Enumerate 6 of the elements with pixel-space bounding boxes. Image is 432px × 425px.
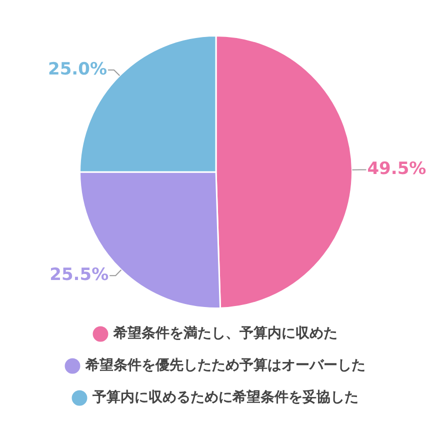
legend-label: 希望条件を満たし、予算内に収めた [112,324,338,342]
data-label: 25.5% [50,265,109,286]
legend-label: 予算内に収めるために希望条件を妥協した [92,388,358,406]
legend-label: 希望条件を優先したため予算はオーバーした [84,356,366,374]
data-label: 25.0% [48,59,107,80]
data-label: 49.5% [367,159,426,180]
